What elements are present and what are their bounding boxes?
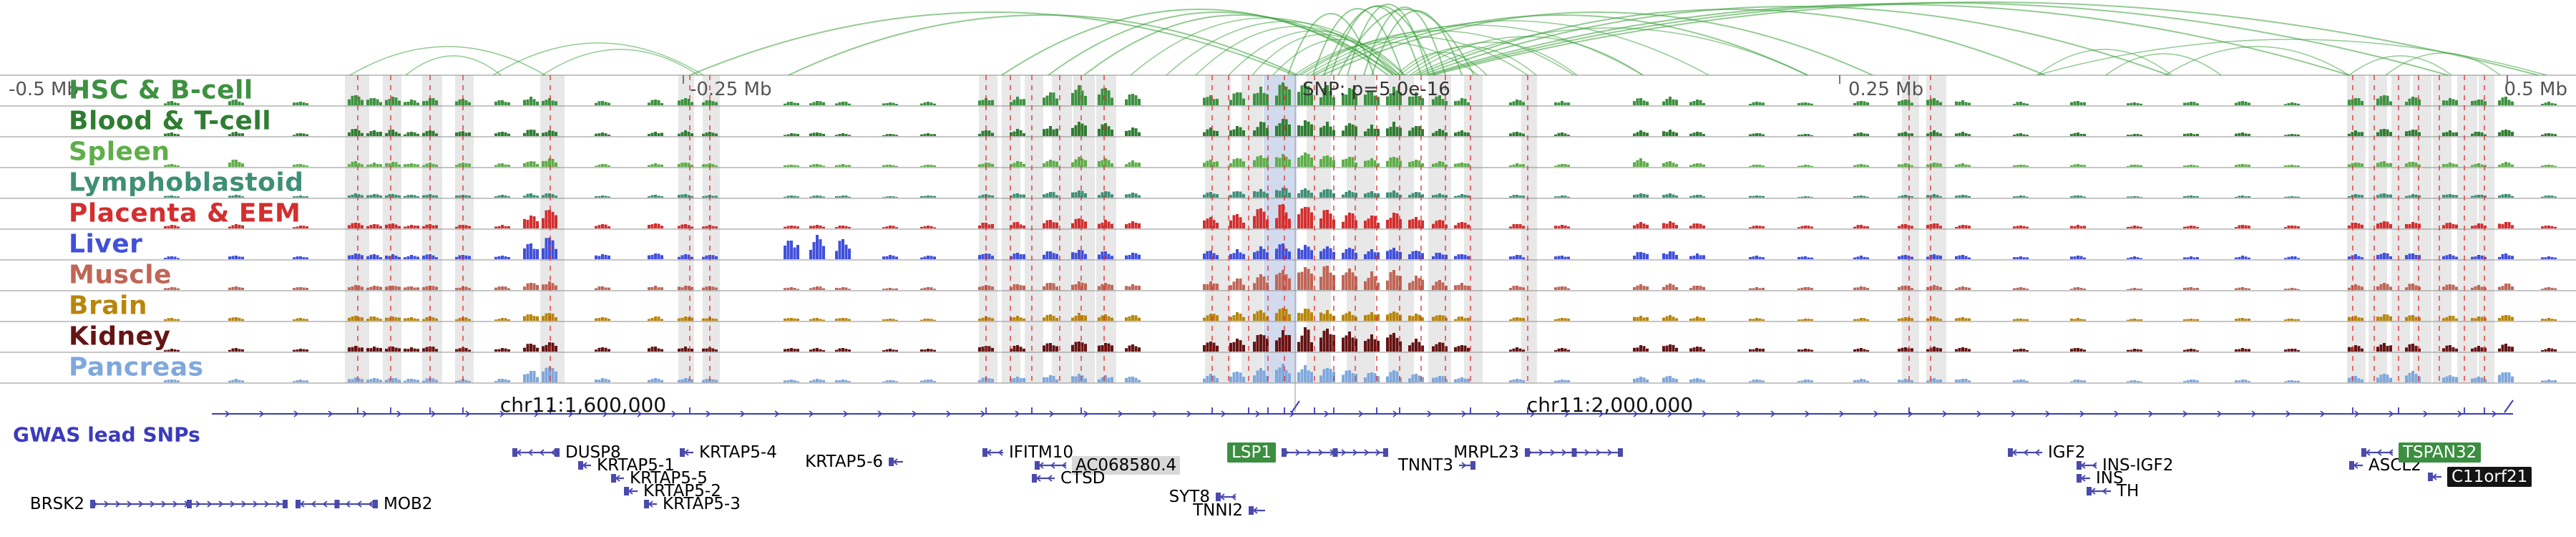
interaction-arc: [349, 46, 546, 76]
gwas-hook-right: [2504, 400, 2514, 413]
interaction-arc: [405, 55, 502, 76]
interaction-arc: [2036, 39, 2547, 76]
interaction-arc: [2348, 55, 2452, 76]
gene-mob2[interactable]: [296, 500, 378, 508]
gene-brsk2[interactable]: [90, 500, 288, 508]
interaction-arc: [1314, 14, 1808, 76]
gene-th[interactable]: [2087, 487, 2111, 495]
interaction-arc: [492, 42, 704, 76]
signal-blood-t-cell: [164, 119, 2557, 136]
gene-krtap5-3[interactable]: [644, 500, 657, 508]
interaction-arc: [1420, 6, 2170, 76]
signal-placenta-eem: [164, 204, 2557, 228]
interaction-arc: [1083, 14, 1394, 76]
gene-ifitm10[interactable]: [982, 448, 1003, 457]
gene-mrpl23[interactable]: [1525, 448, 1623, 457]
interaction-arc: [1312, 8, 1403, 76]
interaction-arc: [1310, 20, 1709, 76]
interaction-arc: [1252, 34, 1394, 76]
interaction-arc: [1228, 30, 1400, 76]
interaction-arc: [1001, 9, 1397, 76]
gene-ctsd[interactable]: [1032, 474, 1055, 483]
gene-ac068580-4[interactable]: [1035, 461, 1067, 470]
signal-brain: [164, 308, 2557, 321]
gene-syt8[interactable]: [1216, 493, 1236, 501]
gene-tnnt3[interactable]: [1459, 461, 1475, 470]
interaction-arc: [1322, 11, 1873, 76]
interaction-arc: [1323, 5, 1435, 76]
interaction-arc: [2385, 52, 2501, 76]
gene-ins[interactable]: [2077, 474, 2090, 483]
gene-igf2[interactable]: [2008, 448, 2042, 457]
interaction-arc: [689, 11, 1295, 76]
gene-tnni2[interactable]: [1249, 506, 1265, 515]
interaction-arc: [1272, 39, 1405, 76]
interaction-arc: [2036, 49, 2172, 76]
interaction-arc: [788, 14, 1299, 76]
interaction-arc: [1432, 1, 2539, 76]
interaction-arc: [1048, 11, 1389, 76]
interaction-arcs-layer: [349, 1, 2547, 76]
signal-kidney: [164, 327, 2557, 352]
interaction-arc: [542, 49, 699, 76]
gene-krtap5-6[interactable]: [889, 458, 903, 466]
gene-ins-igf2[interactable]: [2077, 461, 2097, 470]
gene-krtap5-5[interactable]: [611, 474, 624, 483]
gene-krtap5-1[interactable]: [578, 461, 591, 470]
gwas-hook-center: [1291, 400, 1300, 413]
gene-tspan32[interactable]: [2361, 448, 2394, 457]
interaction-arc: [1404, 42, 1578, 76]
interaction-arc: [1363, 6, 1446, 76]
track-grid-lines: [0, 74, 2576, 384]
signal-spleen: [164, 153, 2557, 167]
gene-krtap5-4[interactable]: [680, 448, 693, 457]
interaction-arc: [1412, 27, 1808, 76]
interaction-arc: [1287, 13, 1375, 76]
signal-lymphoblastoid: [164, 188, 2557, 198]
gene-dusp8[interactable]: [512, 448, 560, 457]
gene-lsp1[interactable]: [1282, 448, 1388, 457]
signal-pancreas: [164, 364, 2557, 382]
signal-hsc-b-cell: [164, 82, 2557, 105]
gene-annotation-layer: [90, 448, 2441, 515]
gene-c11orf21[interactable]: [2428, 473, 2441, 481]
gene-ascl2[interactable]: [2349, 461, 2363, 470]
interaction-arc: [2165, 46, 2350, 76]
interaction-arc: [1337, 9, 1475, 76]
interaction-arc: [1415, 9, 2046, 76]
interaction-arc: [2105, 53, 2222, 76]
snp-dashed-lines-layer: [357, 75, 2485, 383]
signal-liver: [164, 235, 2557, 259]
gene-krtap5-2[interactable]: [624, 487, 638, 495]
gwas-lead-snps-track[interactable]: [212, 400, 2514, 417]
